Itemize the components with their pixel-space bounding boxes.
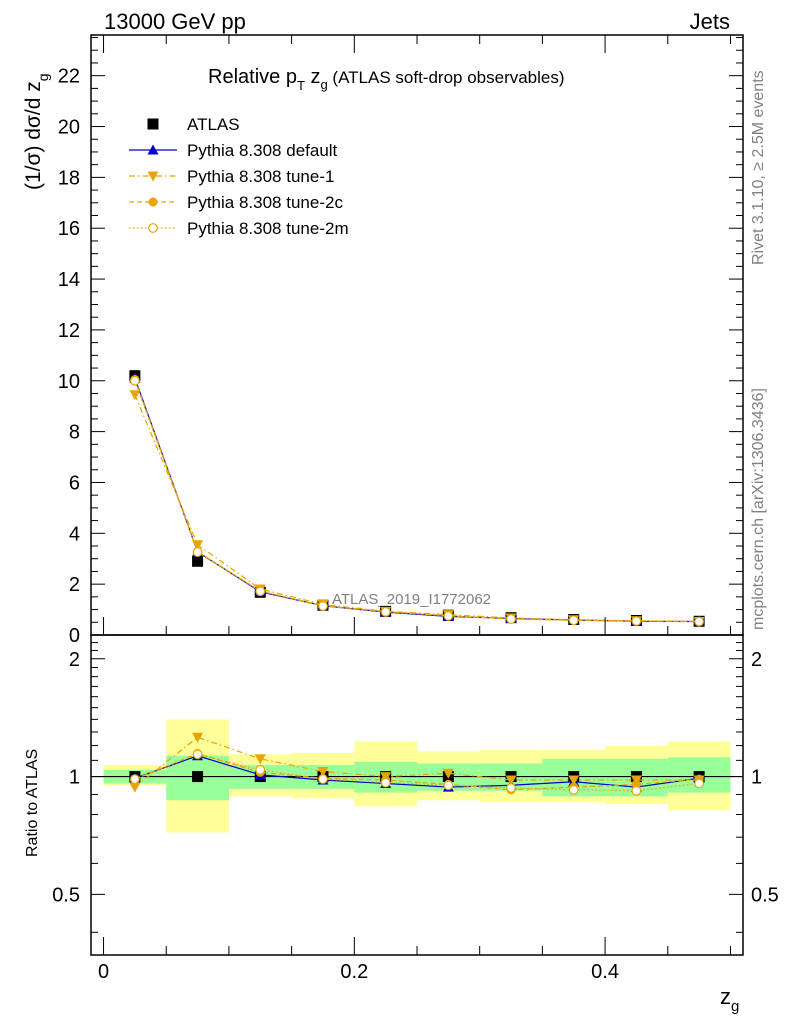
- ratio-y-tick-label-right: 1: [751, 767, 762, 789]
- ratio-panel: 0.5 0.5 1 1 2 2 0 0.2 0.4: [52, 634, 779, 983]
- y-tick-label: 0: [69, 625, 80, 647]
- ratio-point: [443, 780, 454, 791]
- series-line: [134, 378, 700, 623]
- ratio-point: [192, 749, 203, 760]
- legend-label: ATLAS: [187, 115, 240, 134]
- legend-item: ATLAS: [147, 115, 240, 134]
- y-tick-label: 12: [58, 320, 80, 342]
- y-axis-label-ratio: Ratio to ATLAS: [24, 749, 41, 857]
- header-right: Jets: [690, 9, 730, 34]
- data-point: [318, 601, 328, 611]
- series-line: [134, 394, 700, 623]
- ratio-y-tick-label: 2: [69, 649, 80, 671]
- ratio-point: [318, 774, 328, 785]
- data-point: [443, 611, 454, 621]
- ratio-point: [568, 784, 579, 795]
- ratio-point: [506, 783, 516, 793]
- data-point: [506, 614, 516, 624]
- legend: ATLAS Pythia 8.308 default Pythia 8.308 tu…: [129, 115, 349, 238]
- analysis-watermark: ATLAS_2019_I1772062: [332, 591, 491, 608]
- data-point: [192, 540, 204, 551]
- legend-label: Pythia 8.308 tune-1: [187, 167, 334, 186]
- ratio-point: [255, 764, 266, 775]
- legend-label: Pythia 8.308 tune-2c: [187, 193, 343, 212]
- legend-item: Pythia 8.308 tune-1: [129, 167, 334, 186]
- ratio-point: [694, 778, 705, 789]
- header-left: 13000 GeV pp: [104, 9, 246, 34]
- legend-marker: [148, 223, 158, 233]
- ratio-y-tick-label-right: 2: [751, 649, 762, 671]
- ratio-y-tick-label: 0.5: [52, 884, 80, 906]
- legend-item: Pythia 8.308 tune-2m: [129, 219, 349, 238]
- y-tick-label: 4: [69, 523, 80, 545]
- legend-marker: [147, 171, 159, 182]
- data-point: [568, 615, 579, 626]
- legend-item: Pythia 8.308 tune-2c: [129, 193, 343, 212]
- x-tick-label: 0: [98, 961, 109, 983]
- data-point: [129, 375, 140, 386]
- data-point: [192, 547, 203, 558]
- ratio-point: [129, 774, 140, 785]
- x-tick-label: 0.2: [340, 961, 368, 983]
- ratio-y-tick-label: 1: [69, 767, 80, 789]
- plot-title: Relative pT zg (ATLAS soft-drop observab…: [208, 66, 565, 93]
- legend-marker: [147, 118, 159, 130]
- y-axis-label-main: (1/σ) dσ/d zg: [22, 73, 51, 190]
- data-point: [129, 390, 141, 401]
- data-point: [380, 606, 391, 617]
- y-tick-label: 14: [58, 269, 80, 291]
- legend-marker: [147, 144, 159, 155]
- side-label-bottom: mcplots.cern.ch [arXiv:1306.3436]: [750, 388, 767, 630]
- series-ratio-line: [134, 736, 700, 788]
- ratio-point: [568, 775, 580, 786]
- y-tick-label: 18: [58, 167, 80, 189]
- y-tick-label: 16: [58, 218, 80, 240]
- ratio-point: [129, 782, 141, 793]
- y-tick-label: 22: [58, 66, 80, 88]
- y-tick-label: 2: [69, 574, 80, 596]
- data-point: [255, 586, 266, 597]
- y-tick-label: 6: [69, 472, 80, 494]
- ratio-frame: [90, 634, 744, 956]
- y-tick-label: 20: [58, 117, 80, 139]
- ratio-point: [631, 785, 642, 796]
- ratio-y-tick-label-right: 0.5: [751, 884, 779, 906]
- side-label-top: Rivet 3.1.10, ≥ 2.5M events: [750, 70, 767, 265]
- ratio-point: [505, 775, 517, 786]
- series-ratio-line: [134, 755, 700, 788]
- y-tick-label: 8: [69, 422, 80, 444]
- data-point: [694, 616, 705, 627]
- data-point: [192, 555, 204, 567]
- data-point: [631, 616, 642, 626]
- series-line: [134, 379, 700, 622]
- ratio-point: [192, 771, 204, 783]
- ratio-point: [380, 777, 391, 788]
- ratio-point: [254, 754, 266, 765]
- x-axis-label: zg: [720, 984, 739, 1015]
- ratio-point: [192, 732, 204, 743]
- legend-item: Pythia 8.308 default: [129, 141, 338, 160]
- x-tick-label: 0.4: [591, 961, 619, 983]
- series-ratio-line: [134, 752, 700, 791]
- legend-label: Pythia 8.308 tune-2m: [187, 219, 349, 238]
- legend-marker: [148, 197, 158, 207]
- ratio-point: [317, 767, 329, 778]
- ratio-point: [442, 768, 454, 779]
- legend-label: Pythia 8.308 default: [187, 141, 338, 160]
- y-tick-label: 10: [58, 371, 80, 393]
- series-line: [134, 380, 700, 623]
